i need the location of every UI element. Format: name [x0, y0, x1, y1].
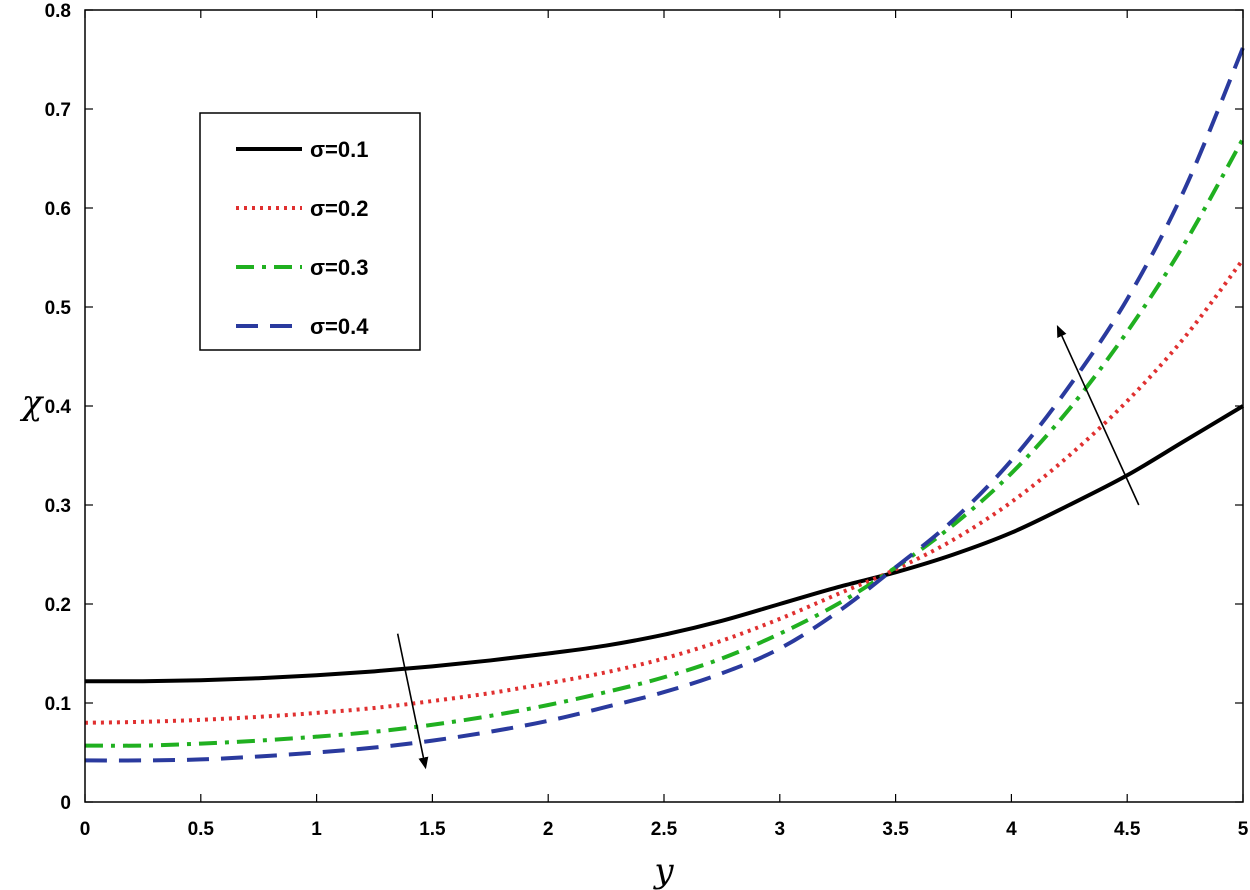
series-layer: [84, 46, 1245, 763]
y-tick-label: 0.6: [45, 199, 71, 220]
y-axis-title: χ: [20, 383, 45, 423]
legend-label-sigma-3: σ=0.3: [310, 255, 368, 280]
annotation-layer: [396, 324, 1140, 770]
y-tick-label: 0.2: [45, 595, 71, 616]
x-tick-label: 3.5: [882, 819, 909, 840]
y-tick-label: 0.1: [45, 694, 72, 715]
annotation-arrow-2: [1056, 324, 1140, 506]
x-tick-label: 3: [775, 819, 786, 840]
y-tick-label: 0.5: [45, 298, 72, 319]
x-tick-label: 4.5: [1114, 819, 1141, 840]
x-tick-label: 2: [543, 819, 554, 840]
x-tick-label: 1: [311, 819, 322, 840]
legend-label-sigma-2: σ=0.2: [310, 196, 368, 221]
x-tick-label: 2.5: [651, 819, 678, 840]
y-tick-label: 0.4: [45, 397, 72, 418]
x-tick-label: 0.5: [188, 819, 215, 840]
series-line-sigma-2: [84, 258, 1245, 725]
axis-layer: 0 0.5 1 1.5 2 2.5 3 3.5 4 4.5 5 0 0.1 0.2 0.3 0.4 0.5 0.6…: [45, 1, 1249, 840]
legend: σ=0.1 σ=0.2 σ=0.3 σ=0.4: [199, 112, 421, 351]
x-tick-label: 1.5: [419, 819, 446, 840]
x-tick-label: 4: [1006, 819, 1017, 840]
x-tick-label: 0: [80, 819, 91, 840]
series-line-sigma-4: [84, 46, 1245, 763]
annotation-arrow-1: [396, 633, 429, 770]
series-line-sigma-3: [84, 137, 1245, 748]
legend-label-sigma-1: σ=0.1: [310, 137, 368, 162]
x-axis-title: y: [652, 851, 674, 890]
legend-label-sigma-4: σ=0.4: [310, 314, 369, 339]
y-tick-label: 0: [60, 793, 71, 814]
x-tick-label: 5: [1238, 819, 1249, 840]
series-line-sigma-1: [84, 404, 1245, 684]
y-tick-label: 0.3: [45, 496, 71, 517]
legend-box: [199, 112, 421, 351]
y-tick-label: 0.7: [45, 100, 71, 121]
y-tick-label: 0.8: [45, 1, 71, 22]
